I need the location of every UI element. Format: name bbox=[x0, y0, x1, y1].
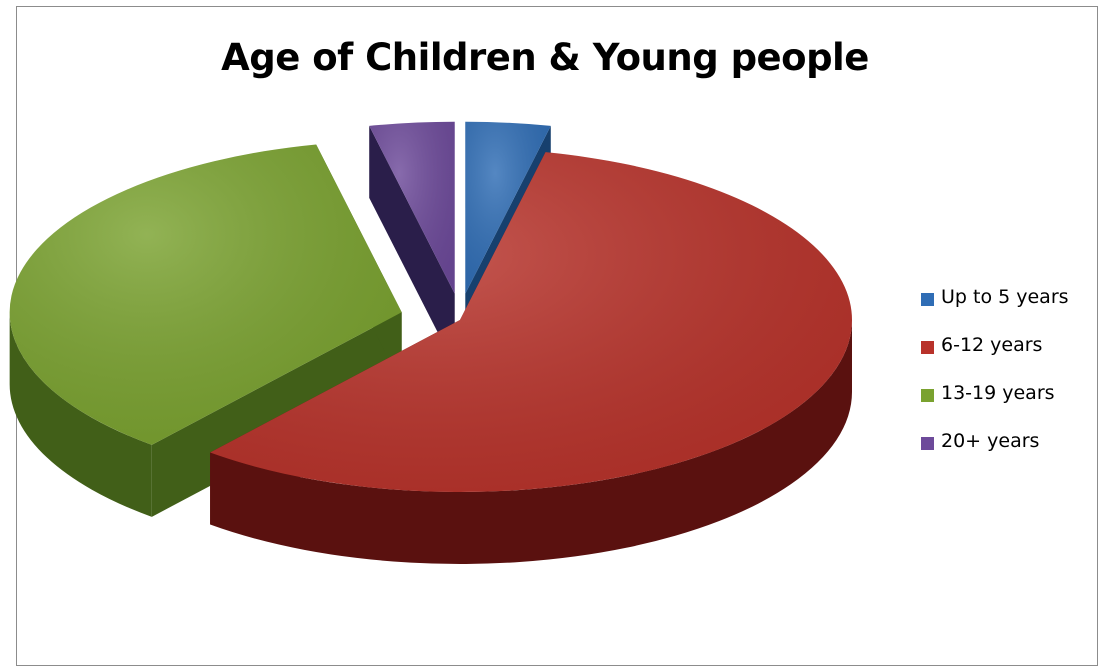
legend-label: 13-19 years bbox=[941, 382, 1055, 404]
chart-title: Age of Children & Young people bbox=[221, 36, 869, 79]
legend-swatch bbox=[921, 389, 934, 402]
slice-shading bbox=[9, 144, 402, 445]
slice-rim bbox=[210, 320, 853, 564]
slice-shading bbox=[369, 121, 455, 294]
slice-6-12-years bbox=[210, 152, 853, 564]
slice-shading bbox=[465, 121, 551, 294]
slice-shading bbox=[210, 152, 853, 493]
pie-chart bbox=[9, 121, 853, 564]
legend-swatch bbox=[921, 437, 934, 450]
legend-label: 20+ years bbox=[941, 430, 1040, 452]
slice-rim bbox=[9, 312, 152, 517]
legend-label: 6-12 years bbox=[941, 334, 1043, 356]
slice-20-years bbox=[369, 121, 455, 366]
legend-swatch bbox=[921, 341, 934, 354]
legend-swatch bbox=[921, 293, 934, 306]
slice-side-wall bbox=[369, 125, 455, 366]
legend-label: Up to 5 years bbox=[941, 286, 1069, 308]
